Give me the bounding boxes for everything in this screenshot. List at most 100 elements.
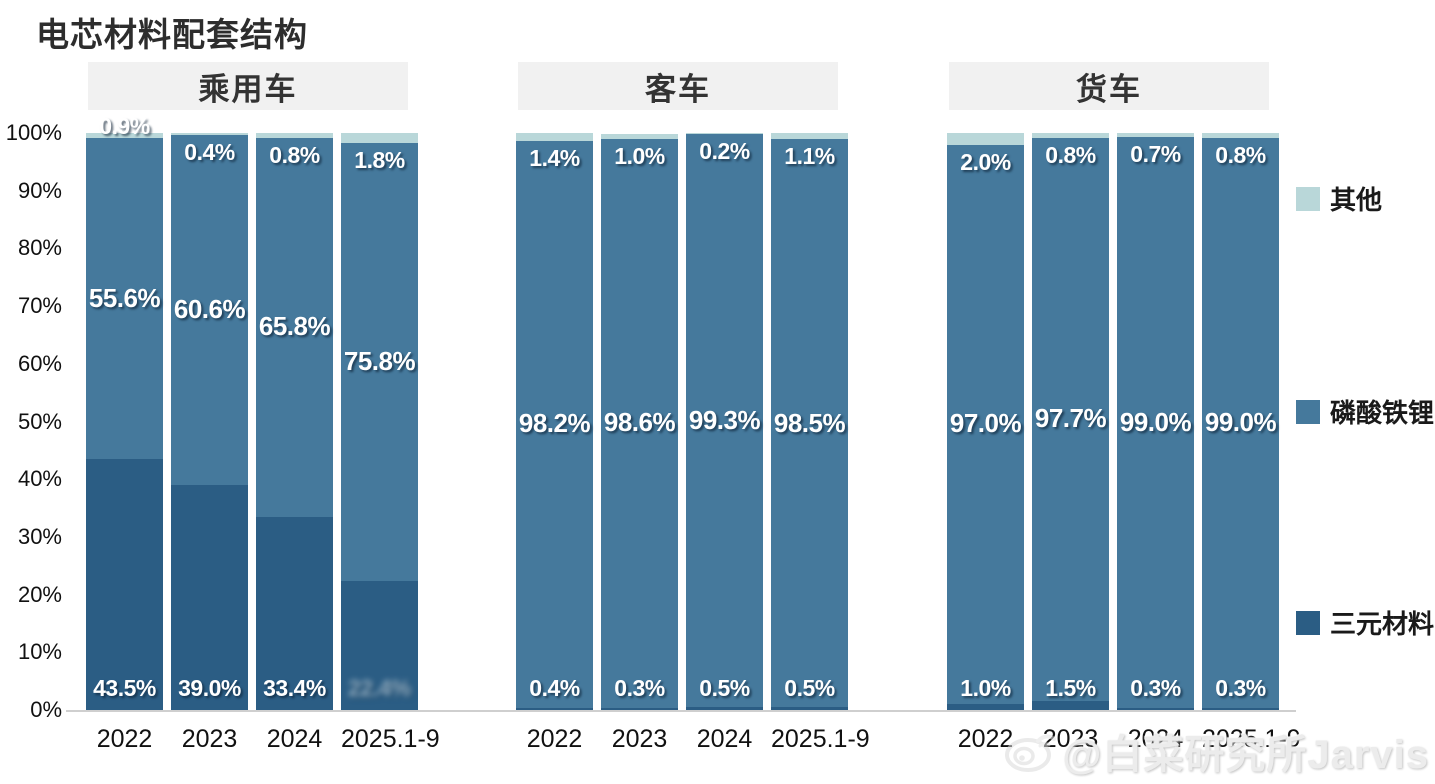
x-axis-labels: 2022 2023 2024 2025.1-9 (947, 725, 1301, 754)
x-axis-tick-label: 2025.1-9 (1202, 725, 1301, 753)
lfp-value-label: 65.8% (258, 311, 331, 342)
bar-lfp-segment (171, 135, 248, 485)
bar-other-segment (171, 133, 248, 136)
y-axis-tick-label: 30% (17, 523, 62, 549)
other-value-label: 1.4% (529, 145, 580, 172)
lfp-value-label: 60.6% (173, 294, 246, 325)
y-axis-tick-label: 100% (5, 120, 62, 145)
bar-ternary-segment (771, 707, 848, 710)
y-axis-tick-label: 50% (17, 408, 62, 434)
bar-other-segment (771, 132, 848, 140)
bar-ternary-segment (86, 459, 163, 710)
bars-row: 0.9% 55.6% 43.5% 0.4% 60.6% 39.0% 0.8% 65.8% 33.… (86, 113, 418, 710)
ternary-value-label: 0.5% (784, 675, 835, 701)
bar-lfp-segment (86, 138, 163, 460)
x-axis-tick-label: 2024 (266, 725, 323, 753)
ternary-value-label: 0.5% (699, 675, 750, 701)
legend-item-lfp: 磷酸铁锂 (1296, 393, 1434, 430)
legend: 其他磷酸铁锂三元材料 (1296, 133, 1435, 710)
bar-other-segment (1117, 133, 1194, 138)
stacked-bar: 0.4% 60.6% 39.0% (171, 133, 248, 710)
x-axis-tick-label: 2022 (526, 725, 583, 753)
lfp-value-label: 98.6% (603, 407, 676, 438)
page-title: 电芯材料配套结构 (36, 16, 308, 53)
x-axis-line (66, 710, 1296, 712)
bar-lfp-segment (947, 144, 1024, 705)
group-header: 客车 (518, 62, 838, 110)
legend-swatch-lfp (1296, 399, 1320, 424)
ternary-value-label: 39.0% (178, 675, 241, 701)
bar-lfp-segment (1202, 137, 1279, 709)
stacked-bar: 2.0% 97.0% 1.0% (947, 133, 1024, 710)
stacked-bar: 0.8% 99.0% 0.3% (1202, 133, 1279, 710)
x-axis-tick-label: 2022 (957, 725, 1014, 753)
bar-other-segment (686, 133, 763, 135)
other-value-label: 0.9% (99, 113, 150, 139)
other-value-label: 0.8% (1045, 141, 1096, 168)
x-axis-tick-label: 2023 (1042, 725, 1099, 753)
stacked-bar: 0.9% 55.6% 43.5% (86, 113, 163, 710)
bar-ternary-segment (686, 707, 763, 710)
ternary-value-label: 1.0% (960, 675, 1011, 701)
legend-item-other: 其他 (1296, 180, 1382, 217)
stacked-bar: 0.2% 99.3% 0.5% (686, 133, 763, 710)
lfp-value-label: 99.0% (1119, 406, 1192, 437)
x-axis-tick-label: 2024 (1127, 725, 1184, 753)
bar-ternary-segment (1202, 708, 1279, 710)
bar-group-2: 客车 1.4% 98.2% 0.4% 1.0% 98.6% 0.3% 0.2% 99.3% 0.5… (516, 62, 870, 753)
bar-ternary-segment (341, 580, 418, 710)
x-axis-tick-label: 2025.1-9 (341, 725, 440, 753)
bar-other-segment (516, 133, 593, 142)
y-axis-tick-label: 10% (17, 639, 62, 665)
lfp-value-label: 75.8% (343, 346, 416, 377)
y-axis-tick-label: 80% (17, 235, 62, 261)
x-axis-tick-label: 2023 (181, 725, 238, 753)
ternary-value-label: 1.5% (1045, 675, 1096, 701)
bar-group-1: 乘用车 0.9% 55.6% 43.5% 0.4% 60.6% 39.0% 0.8% 65.8%… (86, 62, 440, 753)
y-axis-tick-label: 40% (17, 466, 62, 492)
stacked-bar: 1.1% 98.5% 0.5% (771, 132, 848, 710)
bar-lfp-segment (601, 139, 678, 709)
ternary-value-label: 43.5% (93, 675, 156, 701)
other-value-label: 0.8% (269, 141, 320, 168)
lfp-value-label: 98.2% (518, 408, 591, 439)
bar-other-segment (1032, 133, 1109, 138)
stacked-bar: 1.8% 75.8% 22.4% (341, 133, 418, 710)
other-value-label: 2.0% (960, 148, 1011, 175)
bar-other-segment (1202, 133, 1279, 138)
legend-swatch-other (1296, 186, 1320, 211)
ternary-value-label: 22.4% (348, 675, 411, 701)
legend-item-ternary: 三元材料 (1296, 604, 1434, 641)
lfp-value-label: 97.0% (949, 408, 1022, 439)
x-axis-tick-label: 2022 (96, 725, 153, 753)
bar-other-segment (341, 133, 418, 144)
bars-row: 2.0% 97.0% 1.0% 0.8% 97.7% 1.5% 0.7% 99.0% 0.3% 0… (947, 133, 1279, 710)
bar-ternary-segment (947, 704, 1024, 710)
stacked-bar: 0.7% 99.0% 0.3% (1117, 133, 1194, 710)
legend-label: 其他 (1330, 185, 1383, 215)
x-axis-tick-label: 2025.1-9 (771, 725, 870, 753)
bar-other-segment (86, 133, 163, 139)
legend-label: 三元材料 (1330, 609, 1435, 639)
lfp-value-label: 55.6% (88, 282, 161, 313)
bar-ternary-segment (171, 484, 248, 710)
group-header: 乘用车 (88, 62, 408, 110)
stacked-bar: 1.0% 98.6% 0.3% (601, 133, 678, 710)
bar-other-segment (601, 133, 678, 140)
stacked-bar: 0.8% 97.7% 1.5% (1032, 133, 1109, 710)
x-axis-labels: 2022 2023 2024 2025.1-9 (86, 725, 440, 754)
lfp-value-label: 98.5% (773, 407, 846, 438)
bar-other-segment (256, 133, 333, 138)
bar-ternary-segment (601, 708, 678, 710)
bar-lfp-segment (1032, 137, 1109, 702)
other-value-label: 0.2% (699, 138, 750, 165)
other-value-label: 0.7% (1130, 141, 1181, 168)
bar-ternary-segment (1117, 708, 1194, 710)
bar-lfp-segment (341, 143, 418, 581)
bar-lfp-segment (256, 137, 333, 518)
y-axis-tick-label: 60% (17, 350, 62, 376)
other-value-label: 1.8% (354, 147, 405, 174)
other-value-label: 1.1% (784, 143, 835, 170)
bar-lfp-segment (686, 134, 763, 708)
